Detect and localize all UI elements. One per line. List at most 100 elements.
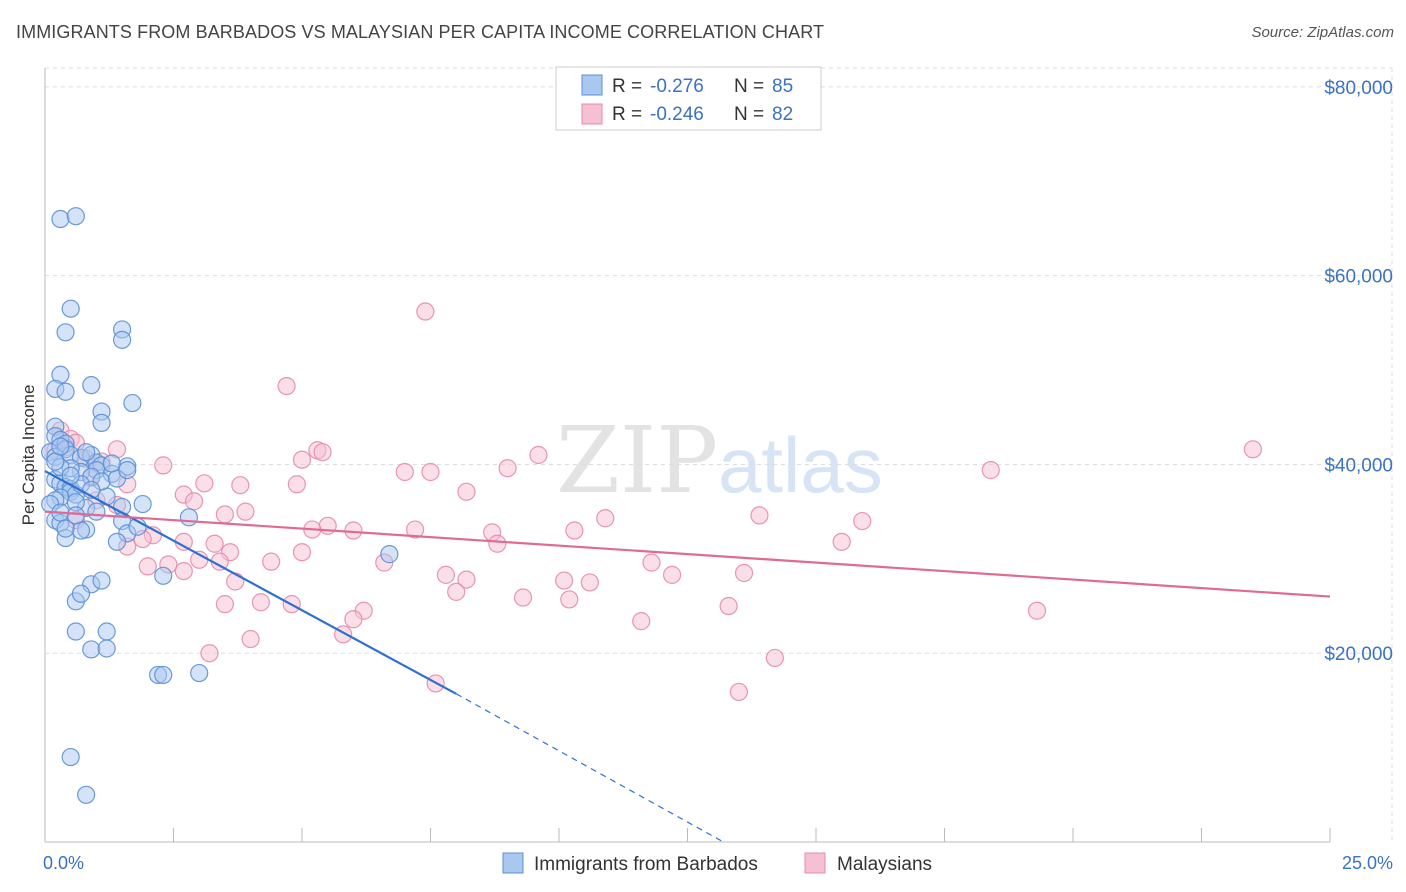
data-point-malaysians — [734, 563, 754, 583]
data-point-malaysians — [513, 588, 533, 607]
data-point-barbados — [102, 454, 121, 473]
data-point-barbados — [123, 393, 142, 413]
data-point-malaysians — [262, 552, 281, 571]
data-point-malaysians — [344, 521, 363, 540]
data-point-malaysians — [981, 461, 1000, 480]
data-point-malaysians — [421, 462, 440, 482]
data-point-malaysians — [236, 502, 255, 521]
data-point-malaysians — [215, 595, 234, 614]
data-point-malaysians — [529, 445, 548, 465]
legend: R = -0.276 N = 85 R = -0.246 N = 82 — [555, 66, 822, 131]
legend-n-value-2: 82 — [772, 104, 793, 125]
watermark-zip: ZIP — [556, 407, 718, 514]
data-point-barbados — [61, 299, 80, 318]
data-point-malaysians — [195, 474, 214, 493]
data-point-malaysians — [1243, 440, 1263, 459]
legend-r-label-1: R = — [612, 76, 642, 97]
data-point-malaysians — [395, 462, 414, 482]
data-point-malaysians — [154, 456, 173, 475]
data-point-malaysians — [447, 582, 466, 601]
legend-swatch-blue — [581, 74, 603, 96]
legend-n-label-2: N = — [734, 104, 764, 125]
data-point-malaysians — [277, 376, 296, 396]
data-point-barbados — [66, 622, 85, 641]
data-point-barbados — [154, 566, 173, 585]
data-point-barbados — [82, 376, 101, 395]
data-point-barbados — [51, 437, 70, 456]
y-tick-label: $60,000 — [1324, 267, 1393, 288]
trend-line-barbados — [44, 470, 457, 695]
data-point-malaysians — [853, 511, 872, 531]
gridlines — [45, 67, 1393, 842]
y-tick-label: $80,000 — [1324, 78, 1393, 99]
data-point-barbados — [97, 622, 116, 641]
data-point-malaysians — [416, 302, 435, 321]
data-point-malaysians — [1027, 601, 1047, 620]
data-point-malaysians — [555, 571, 574, 590]
watermark: ZIP atlas — [556, 407, 883, 514]
series-immigrants-from-barbados — [41, 207, 399, 804]
data-point-barbados — [66, 207, 85, 226]
data-point-malaysians — [765, 648, 784, 668]
data-point-barbados — [107, 532, 127, 551]
data-point-barbados — [92, 571, 111, 590]
x-tick-label-min: 0.0% — [43, 853, 84, 873]
data-point-barbados — [56, 382, 75, 401]
data-point-malaysians — [498, 459, 517, 478]
y-tick-label: $40,000 — [1324, 455, 1393, 476]
data-point-malaysians — [287, 475, 306, 494]
legend-r-label-2: R = — [612, 104, 642, 125]
data-point-malaysians — [457, 570, 476, 589]
data-point-malaysians — [436, 565, 456, 584]
data-point-malaysians — [344, 610, 363, 629]
data-point-barbados — [92, 413, 111, 433]
data-point-malaysians — [596, 509, 615, 528]
bottom-legend-label-barbados: Immigrants from Barbados — [534, 854, 758, 875]
data-point-malaysians — [138, 557, 157, 576]
series-malaysians — [46, 302, 1263, 702]
x-tick-label-max: 25.0% — [1342, 853, 1393, 873]
data-point-malaysians — [719, 596, 738, 616]
data-point-barbados — [118, 461, 137, 480]
y-axis-label: Per Capita Income — [19, 385, 38, 526]
data-point-barbados — [112, 330, 132, 349]
data-point-malaysians — [729, 682, 749, 702]
bottom-legend-swatch-pink — [804, 852, 826, 874]
data-point-malaysians — [205, 534, 224, 553]
data-point-malaysians — [184, 492, 204, 511]
data-point-barbados — [190, 663, 209, 683]
data-point-malaysians — [832, 532, 851, 551]
data-point-malaysians — [560, 590, 579, 609]
data-point-malaysians — [488, 534, 507, 553]
data-point-malaysians — [200, 644, 219, 663]
data-point-barbados — [133, 494, 152, 514]
legend-n-value-1: 85 — [772, 76, 793, 97]
legend-swatch-pink — [581, 103, 603, 125]
data-point-barbados — [71, 521, 91, 540]
data-point-malaysians — [750, 506, 769, 525]
watermark-atlas: atlas — [718, 421, 883, 509]
data-point-barbados — [77, 443, 96, 462]
legend-n-label-1: N = — [734, 76, 764, 97]
data-point-malaysians — [632, 612, 651, 631]
bottom-legend-label-malaysians: Malaysians — [837, 854, 932, 875]
data-point-malaysians — [241, 629, 260, 649]
data-point-malaysians — [215, 505, 234, 524]
data-point-barbados — [61, 747, 80, 767]
trend-line-barbados-extension — [455, 693, 724, 843]
bottom-legend: Immigrants from Barbados Malaysians — [502, 852, 932, 875]
data-point-barbados — [87, 502, 106, 521]
data-point-malaysians — [642, 553, 661, 572]
data-point-barbados — [380, 545, 399, 564]
source-credit: Source: ZipAtlas.com — [1251, 24, 1394, 41]
data-point-barbados — [71, 584, 91, 603]
data-point-barbados — [56, 323, 75, 342]
data-point-malaysians — [231, 476, 250, 495]
data-point-malaysians — [313, 443, 332, 462]
bottom-legend-swatch-blue — [502, 852, 524, 874]
data-point-malaysians — [565, 521, 584, 540]
data-point-malaysians — [405, 520, 425, 539]
y-tick-label: $20,000 — [1324, 644, 1393, 665]
data-point-malaysians — [251, 593, 270, 612]
